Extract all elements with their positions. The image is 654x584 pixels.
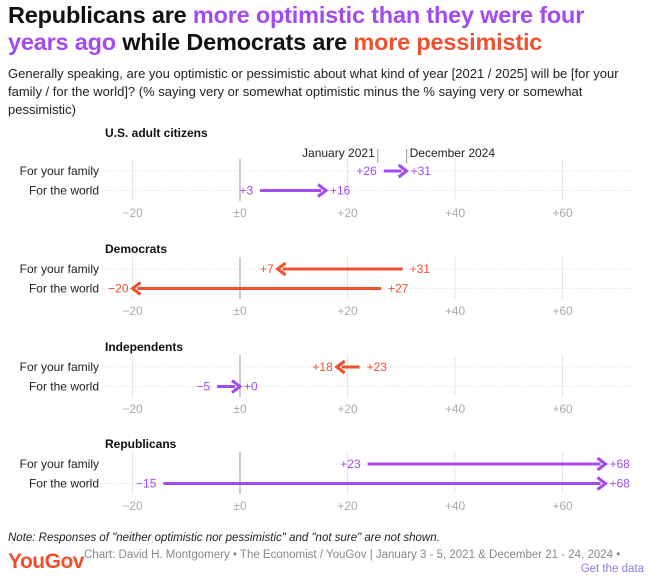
tick-label: +60 xyxy=(552,402,573,416)
start-value-label: +27 xyxy=(388,282,409,296)
arrow-head xyxy=(275,261,287,277)
panel-title: Democrats xyxy=(105,242,167,256)
panel-title: Independents xyxy=(105,340,183,354)
tick-label: −20 xyxy=(122,402,143,416)
row-label: For the world xyxy=(29,380,99,394)
legend-end: December 2024 xyxy=(410,146,496,160)
tick-label: +20 xyxy=(337,499,358,513)
arrow-head xyxy=(596,476,608,491)
end-value-label: +18 xyxy=(312,360,333,374)
tick-label: +20 xyxy=(337,206,358,220)
start-value-label: −5 xyxy=(196,380,210,394)
title-highlight-pessimistic: more pessimistic xyxy=(353,29,543,55)
arrow-head xyxy=(397,163,410,179)
tick-label: +40 xyxy=(445,402,466,416)
get-data-link[interactable]: Get the data xyxy=(580,563,644,575)
start-value-label: −15 xyxy=(136,477,157,491)
row-label: For your family xyxy=(20,360,99,374)
arrow-head xyxy=(317,183,329,198)
end-value-label: +0 xyxy=(244,380,258,394)
start-value-label: +23 xyxy=(340,457,361,471)
end-value-label: +16 xyxy=(330,184,351,198)
tick-label: −20 xyxy=(122,206,143,220)
row-label: For your family xyxy=(20,262,99,276)
tick-label: +60 xyxy=(552,304,573,318)
row-label: For your family xyxy=(20,164,99,178)
row-label: For the world xyxy=(29,282,99,296)
arrow-chart: U.S. adult citizens −20 ±0 +20 +40 +60 For you… xyxy=(20,126,632,513)
row-label: For the world xyxy=(29,477,99,491)
start-value-label: +3 xyxy=(239,184,253,198)
arrow-head xyxy=(231,379,243,394)
tick-label: ±0 xyxy=(233,304,247,318)
start-value-label: +26 xyxy=(356,164,377,178)
arrow-head xyxy=(334,359,346,375)
end-value-label: +31 xyxy=(411,164,432,178)
tick-label: +60 xyxy=(552,206,573,220)
tick-label: +60 xyxy=(552,499,573,513)
title-part: while Democrats are xyxy=(115,29,354,55)
tick-label: ±0 xyxy=(233,402,247,416)
panel-title: Republicans xyxy=(105,437,177,451)
row-label: For your family xyxy=(20,457,99,471)
footnote: Note: Responses of "neither optimistic n… xyxy=(8,532,440,544)
tick-label: +20 xyxy=(337,304,358,318)
arrow-head xyxy=(130,281,142,296)
tick-label: +40 xyxy=(445,499,466,513)
tick-label: +20 xyxy=(337,402,358,416)
tick-label: +40 xyxy=(445,304,466,318)
tick-label: ±0 xyxy=(233,499,247,513)
tick-label: −20 xyxy=(122,304,143,318)
tick-label: +40 xyxy=(445,206,466,220)
arrow-head xyxy=(596,456,608,472)
panel-title: U.S. adult citizens xyxy=(105,126,208,140)
chart-title: Republicans are more optimistic than the… xyxy=(8,2,648,56)
end-value-label: +68 xyxy=(610,457,631,471)
end-value-label: +7 xyxy=(260,262,274,276)
title-highlight-optimistic: more optimistic than they were four year… xyxy=(8,2,585,55)
tick-label: ±0 xyxy=(233,206,247,220)
credit-line: Chart: David H. Montgomery • The Economi… xyxy=(84,549,621,561)
yougov-logo: YouGov xyxy=(8,550,84,573)
end-value-label: −20 xyxy=(108,282,129,296)
end-value-label: +68 xyxy=(610,477,631,491)
title-part: Republicans are xyxy=(8,2,193,28)
start-value-label: +23 xyxy=(367,360,388,374)
legend-start: January 2021 xyxy=(302,146,375,160)
start-value-label: +31 xyxy=(410,262,431,276)
row-label: For the world xyxy=(29,184,99,198)
chart-subtitle: Generally speaking, are you optimistic o… xyxy=(8,66,619,117)
tick-label: −20 xyxy=(122,499,143,513)
